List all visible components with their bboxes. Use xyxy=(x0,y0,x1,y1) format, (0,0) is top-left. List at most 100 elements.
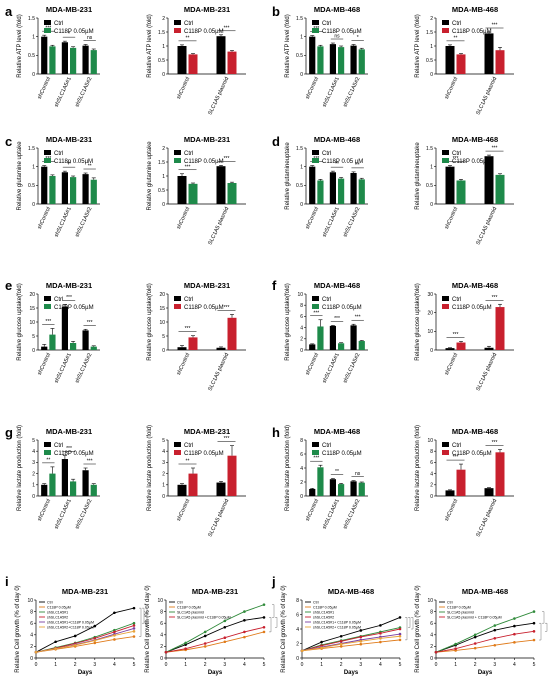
x-axis-label: Days xyxy=(344,670,359,676)
legend-label: C118P 0.05µM xyxy=(184,159,224,165)
panel-a1: a MDA-MB-231 Relative ATP level (fold) 0 0.5… xyxy=(5,4,100,108)
bar xyxy=(177,46,187,74)
sig-mark: *** xyxy=(492,146,498,152)
x-tick-label: 1 xyxy=(184,662,187,668)
data-point xyxy=(113,638,116,641)
sig-bracket xyxy=(539,623,542,641)
y-tick-label: 0 xyxy=(162,494,165,500)
legend-swatch xyxy=(174,158,181,163)
y-tick-label: 0 xyxy=(162,72,165,78)
bar xyxy=(188,183,198,204)
bar xyxy=(227,51,237,74)
y-tick-label: 2 xyxy=(162,471,165,477)
data-point xyxy=(93,641,97,645)
y-tick-label: 4 xyxy=(160,633,163,639)
panel-label-f: f xyxy=(272,278,277,293)
x-tick-label: shSLC1A5#1 xyxy=(322,352,341,384)
bar xyxy=(49,473,56,496)
y-tick-label: 1 xyxy=(162,44,165,50)
data-point xyxy=(223,636,227,639)
series-line xyxy=(35,625,135,653)
bar xyxy=(90,50,97,74)
x-tick-label: shSLC1A5#2 xyxy=(74,206,93,238)
bar xyxy=(350,45,357,74)
legend-swatch xyxy=(44,20,51,25)
bar xyxy=(70,47,77,74)
chart-title: MDA-MB-231 xyxy=(62,587,108,596)
y-tick-label: 4 xyxy=(30,633,33,639)
bar xyxy=(70,343,77,350)
x-tick-label: shControl xyxy=(444,498,459,522)
data-point xyxy=(262,625,266,629)
y-tick-label: 1 xyxy=(300,34,303,40)
x-tick-label: shSLC1A5#2 xyxy=(74,352,93,384)
data-point xyxy=(398,634,402,638)
x-tick-label: shSLC1A5#1 xyxy=(54,352,73,384)
legend-swatch xyxy=(442,150,449,155)
panel-label-c: c xyxy=(5,134,12,149)
sig-bracket xyxy=(411,617,414,630)
x-tick-label: 2 xyxy=(74,662,77,668)
data-point xyxy=(473,642,477,645)
y-tick-label: 1.5 xyxy=(28,16,35,22)
data-point xyxy=(132,624,136,627)
y-axis-label: Relative glucose uptake(fold) xyxy=(285,283,291,360)
legend-label: C118P 0.05 µM xyxy=(322,159,363,165)
bar xyxy=(317,467,324,496)
bar xyxy=(41,36,48,74)
y-tick-label: 5 xyxy=(162,334,165,340)
data-point xyxy=(203,630,207,634)
bar xyxy=(82,45,89,74)
chart-title: MDA-MB-231 xyxy=(184,281,230,290)
bar xyxy=(445,490,455,496)
sig-mark: ** xyxy=(335,162,339,168)
panel-label-a: a xyxy=(5,4,13,19)
x-tick-label: SLC1A5 plasmid xyxy=(476,498,499,538)
x-tick-label: shSLC1A5#2 xyxy=(74,498,93,530)
x-tick-label: shSLC1A5#2 xyxy=(342,206,361,238)
legend-swatch xyxy=(312,158,319,163)
bar xyxy=(484,347,494,350)
panel-h2: MDA-MB-468 Relative lactate production (f… xyxy=(415,425,514,538)
y-axis-label: Relative lactate production (fold) xyxy=(17,425,23,511)
y-axis-label: Relative lactate production (fold) xyxy=(415,425,421,511)
legend-label: C118P 0.05µM xyxy=(452,29,492,35)
bar xyxy=(495,452,505,496)
bar xyxy=(188,473,198,496)
y-tick-label: 6 xyxy=(160,621,163,627)
panel-c2: MDA-MB-231 Relative glutamine uptake 0 0.5 1… xyxy=(147,135,246,246)
legend-label: Ctrl xyxy=(47,600,53,604)
bar xyxy=(82,330,89,350)
bar xyxy=(350,173,357,204)
sig-bracket xyxy=(145,607,148,626)
data-point xyxy=(243,635,246,639)
y-tick-label: 2 xyxy=(300,337,303,343)
bar xyxy=(41,166,48,204)
x-tick-label: shControl xyxy=(37,76,52,100)
panel-g1: g MDA-MB-231 Relative lactate production (… xyxy=(5,425,100,530)
y-tick-label: 1.5 xyxy=(296,16,303,22)
y-tick-label: 0 xyxy=(160,656,163,662)
data-point xyxy=(223,640,227,644)
y-tick-label: 1 xyxy=(32,483,35,489)
legend-label: Ctrl xyxy=(184,151,193,157)
y-tick-label: 0 xyxy=(162,202,165,208)
data-point xyxy=(223,619,227,623)
bar xyxy=(90,179,97,204)
y-tick-label: 1.5 xyxy=(158,30,165,36)
bar xyxy=(456,469,466,496)
y-tick-label: 0 xyxy=(430,202,433,208)
data-point xyxy=(300,649,304,653)
bar xyxy=(49,46,56,74)
x-axis-label: Days xyxy=(78,670,93,676)
y-tick-label: 1.5 xyxy=(158,160,165,166)
y-axis-label: Relative glucose uptake(fold) xyxy=(17,283,23,360)
x-tick-label: shSLC1A5#1 xyxy=(54,206,73,238)
panel-f2: MDA-MB-468 Relative glucose uptake(fold) 0… xyxy=(415,281,514,392)
sig-bracket xyxy=(139,607,142,637)
panel-h1: h MDA-MB-468 Relative lactate production (… xyxy=(272,425,368,530)
x-tick-label: 0 xyxy=(301,662,304,668)
sig-mark: *** xyxy=(224,305,230,311)
x-tick-label: 0 xyxy=(165,662,168,668)
legend-label: Ctrl xyxy=(184,21,193,27)
